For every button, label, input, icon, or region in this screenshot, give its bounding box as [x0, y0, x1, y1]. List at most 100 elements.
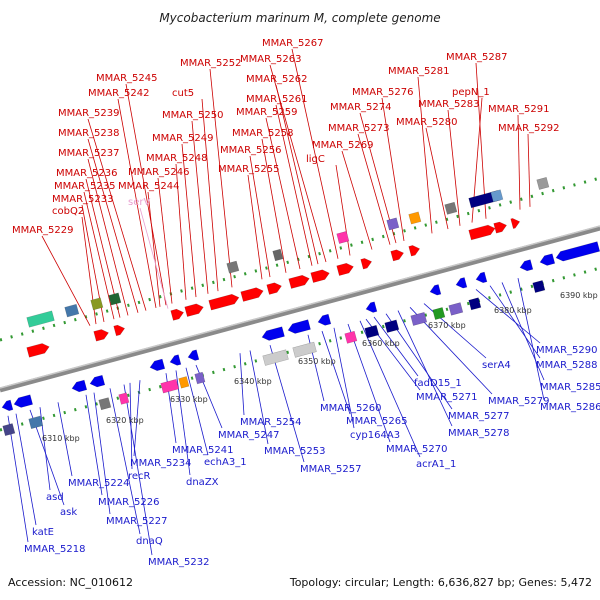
reverse-gene-label[interactable]: MMAR_5224 [68, 478, 130, 489]
reverse-gene-label[interactable]: MMAR_5270 [386, 444, 448, 455]
gene-feature[interactable] [26, 310, 55, 328]
reverse-gene-label[interactable]: MMAR_5277 [448, 411, 510, 422]
gene-feature[interactable] [432, 307, 446, 320]
gene-feature[interactable] [555, 241, 600, 263]
gene-feature[interactable] [468, 297, 482, 311]
gene-feature[interactable] [13, 394, 33, 409]
reverse-gene-label[interactable]: MMAR_5279 [488, 396, 550, 407]
forward-gene-label[interactable]: MMAR_5256 [220, 145, 282, 156]
gene-feature[interactable] [1, 399, 14, 412]
forward-gene-label[interactable]: MMAR_5291 [488, 104, 550, 115]
forward-gene-label[interactable]: MMAR_5242 [88, 88, 150, 99]
reverse-gene-label[interactable]: MMAR_5227 [106, 516, 168, 527]
gene-feature[interactable] [226, 260, 240, 274]
forward-gene-label[interactable]: MMAR_5238 [58, 128, 120, 139]
forward-gene-label[interactable]: MMAR_5229 [12, 225, 74, 236]
reverse-gene-label[interactable]: MMAR_5218 [24, 544, 86, 555]
gene-feature[interactable] [344, 330, 358, 344]
gene-feature[interactable] [493, 220, 508, 234]
reverse-gene-label[interactable]: MMAR_5241 [172, 445, 234, 456]
reverse-gene-label[interactable]: MMAR_5271 [416, 392, 478, 403]
forward-gene-label[interactable]: MMAR_5292 [498, 123, 560, 134]
gene-feature[interactable] [317, 313, 332, 327]
gene-feature[interactable] [510, 217, 521, 229]
gene-feature[interactable] [169, 354, 182, 367]
gene-feature[interactable] [519, 259, 534, 273]
gene-feature[interactable] [160, 378, 180, 394]
forward-gene-label[interactable]: pepN_1 [452, 87, 490, 98]
gene-feature[interactable] [336, 262, 355, 276]
reverse-gene-label[interactable]: MMAR_5254 [240, 417, 302, 428]
gene-feature[interactable] [448, 302, 464, 316]
reverse-gene-label[interactable]: MMAR_5265 [346, 416, 408, 427]
gene-feature[interactable] [90, 297, 104, 311]
gene-feature[interactable] [539, 253, 556, 267]
gene-feature[interactable] [532, 280, 546, 293]
forward-gene-label[interactable]: MMAR_5258 [232, 128, 294, 139]
gene-feature[interactable] [390, 248, 405, 262]
reverse-gene-label[interactable]: dnaZX [186, 477, 219, 488]
forward-gene-label[interactable]: MMAR_5269 [312, 140, 374, 151]
gene-feature[interactable] [429, 284, 442, 296]
reverse-gene-label[interactable]: MMAR_5288 [536, 360, 598, 371]
gene-feature[interactable] [455, 277, 468, 289]
gene-feature[interactable] [272, 248, 284, 262]
gene-feature[interactable] [71, 379, 88, 393]
gene-feature[interactable] [365, 301, 378, 314]
reverse-gene-label[interactable]: MMAR_5286 [540, 402, 600, 413]
gene-feature[interactable] [208, 293, 241, 311]
forward-gene-label[interactable]: cut5 [172, 88, 194, 99]
forward-gene-label[interactable]: MMAR_5274 [330, 102, 392, 113]
gene-feature[interactable] [118, 392, 130, 405]
gene-feature[interactable] [360, 257, 373, 270]
gene-feature[interactable] [178, 376, 190, 389]
forward-gene-label[interactable]: MMAR_5246 [128, 167, 190, 178]
forward-gene-label[interactable]: MMAR_5249 [152, 133, 214, 144]
reverse-gene-label[interactable]: MMAR_5226 [98, 497, 160, 508]
reverse-gene-label[interactable]: MMAR_5232 [148, 557, 210, 568]
forward-gene-label[interactable]: MMAR_5255 [218, 164, 280, 175]
reverse-gene-label[interactable]: serA4 [482, 360, 511, 371]
gene-feature[interactable] [475, 271, 488, 284]
gene-feature[interactable] [170, 308, 185, 321]
gene-feature[interactable] [384, 319, 400, 333]
forward-gene-label[interactable]: ligC [306, 154, 325, 165]
gene-feature[interactable] [410, 311, 428, 326]
reverse-gene-label[interactable]: MMAR_5253 [264, 446, 326, 457]
reverse-gene-label[interactable]: recR [128, 471, 151, 482]
gene-feature[interactable] [149, 358, 166, 372]
gene-feature[interactable] [408, 211, 422, 225]
gene-feature[interactable] [408, 244, 421, 257]
forward-gene-label[interactable]: MMAR_5273 [328, 123, 390, 134]
forward-gene-label[interactable]: MMAR_5281 [388, 66, 450, 77]
gene-feature[interactable] [336, 231, 350, 244]
reverse-gene-label[interactable]: echA3_1 [204, 457, 247, 468]
gene-feature[interactable] [386, 217, 400, 231]
reverse-gene-label[interactable]: MMAR_5285 [540, 382, 600, 393]
forward-gene-label[interactable]: MMAR_5244 [118, 181, 180, 192]
forward-gene-label[interactable]: MMAR_5237 [58, 148, 120, 159]
reverse-gene-label[interactable]: cyp164A3 [350, 430, 400, 441]
forward-gene-label[interactable]: MMAR_5262 [246, 74, 308, 85]
gene-feature[interactable] [240, 286, 265, 302]
reverse-gene-label[interactable]: ask [60, 507, 77, 518]
reverse-gene-label[interactable]: MMAR_5260 [320, 403, 382, 414]
forward-gene-label[interactable]: MMAR_5287 [446, 52, 508, 63]
gene-feature[interactable] [184, 302, 205, 317]
gene-feature[interactable] [262, 349, 289, 366]
forward-gene-label[interactable]: MMAR_5235 [54, 181, 116, 192]
gene-feature[interactable] [288, 274, 311, 289]
forward-gene-label[interactable]: MMAR_5261 [246, 94, 308, 105]
gene-feature[interactable] [364, 324, 380, 339]
forward-gene-label[interactable]: cobQ2 [52, 206, 84, 217]
gene-feature[interactable] [194, 371, 206, 385]
forward-gene-label[interactable]: MMAR_5276 [352, 87, 414, 98]
forward-gene-label[interactable]: MMAR_5236 [56, 168, 118, 179]
forward-gene-label[interactable]: MMAR_5250 [162, 110, 224, 121]
gene-feature[interactable] [266, 281, 283, 295]
gene-feature[interactable] [98, 397, 112, 411]
gene-feature[interactable] [536, 177, 550, 190]
gene-feature[interactable] [261, 326, 285, 342]
gene-feature[interactable] [64, 303, 80, 318]
reverse-gene-label[interactable]: acrA1_1 [416, 459, 456, 470]
